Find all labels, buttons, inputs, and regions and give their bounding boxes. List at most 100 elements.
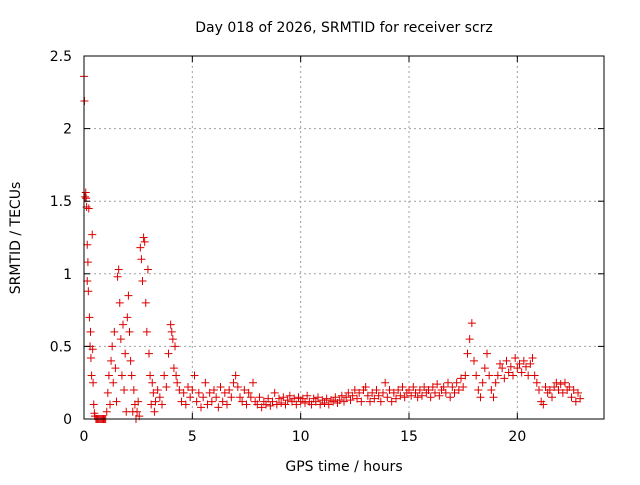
data-point (383, 393, 392, 402)
data-point (476, 393, 485, 402)
data-point (470, 356, 478, 365)
data-point (450, 388, 459, 397)
data-point (298, 394, 307, 403)
data-point (556, 380, 565, 389)
data-point (439, 383, 448, 392)
data-point (107, 356, 116, 365)
data-point (363, 391, 372, 400)
data-point (493, 371, 502, 380)
data-point (147, 400, 156, 409)
data-point (88, 230, 97, 239)
data-point (491, 378, 500, 387)
data-point (316, 400, 325, 409)
data-point (504, 368, 513, 377)
data-point (199, 393, 208, 402)
data-point (292, 400, 301, 409)
data-point (109, 378, 118, 387)
data-point (489, 393, 498, 402)
data-point (431, 388, 439, 397)
data-point (511, 354, 520, 363)
plot-frame (83, 55, 605, 420)
data-point (229, 378, 238, 387)
data-point (517, 368, 526, 377)
data-point (413, 393, 422, 402)
data-point (381, 378, 390, 387)
data-point (576, 394, 585, 403)
data-point (374, 391, 383, 400)
data-point (266, 401, 275, 410)
data-point (89, 378, 98, 387)
data-point (124, 291, 133, 300)
y-axis-label: SRMTID / TECUs (8, 182, 24, 295)
data-point (177, 397, 186, 406)
data-point (428, 383, 437, 392)
x-axis-label: GPS time / hours (285, 459, 402, 475)
data-point (561, 378, 569, 387)
data-point (218, 397, 227, 406)
data-point (294, 393, 303, 402)
data-point (550, 383, 559, 392)
data-point (197, 403, 205, 412)
data-point (569, 385, 578, 394)
y-tick-label: 2 (63, 122, 72, 138)
data-point (472, 371, 481, 380)
data-point (387, 397, 396, 406)
data-point (242, 400, 251, 409)
data-point (104, 371, 113, 380)
data-point (355, 388, 364, 397)
data-point (133, 407, 142, 416)
x-tick-label: 10 (292, 429, 310, 445)
data-point (238, 397, 247, 406)
data-point (137, 255, 146, 264)
data-point (461, 371, 470, 380)
data-point (314, 393, 322, 402)
data-point (342, 393, 351, 402)
data-point (255, 393, 264, 402)
data-point (270, 388, 279, 397)
data-point (140, 237, 149, 246)
data-point (357, 397, 366, 406)
data-point (190, 371, 199, 380)
data-point (480, 364, 489, 373)
data-point (188, 385, 197, 394)
data-point (331, 393, 340, 402)
data-points (80, 72, 585, 423)
data-point (322, 394, 331, 403)
data-point (116, 335, 125, 344)
chart-title: Day 018 of 2026, SRMTID for receiver scr… (195, 20, 493, 36)
data-point (565, 383, 574, 392)
data-point (465, 335, 474, 344)
data-point (376, 397, 385, 406)
data-point (119, 320, 127, 329)
data-point (519, 356, 528, 365)
data-point (275, 394, 283, 403)
data-point (426, 393, 435, 402)
data-point (175, 385, 184, 394)
data-point (143, 265, 152, 274)
grid (84, 56, 604, 419)
data-point (192, 397, 201, 406)
data-point (88, 345, 97, 354)
data-point (148, 378, 157, 387)
data-point (167, 327, 176, 336)
data-point (346, 396, 355, 405)
data-point (541, 383, 550, 392)
data-point (350, 385, 359, 394)
data-point (452, 378, 461, 387)
data-point (162, 383, 171, 392)
data-point (227, 393, 236, 402)
data-point (324, 400, 333, 409)
data-point (535, 385, 543, 394)
data-point (526, 359, 535, 368)
data-point (158, 400, 166, 409)
data-point (253, 400, 262, 409)
data-point (249, 378, 257, 387)
data-point (216, 383, 225, 392)
data-point (506, 362, 515, 371)
data-point (301, 399, 309, 408)
data-point (385, 385, 394, 394)
data-point (106, 400, 114, 409)
data-point (81, 192, 90, 201)
data-point (353, 394, 361, 403)
data-point (509, 371, 517, 380)
